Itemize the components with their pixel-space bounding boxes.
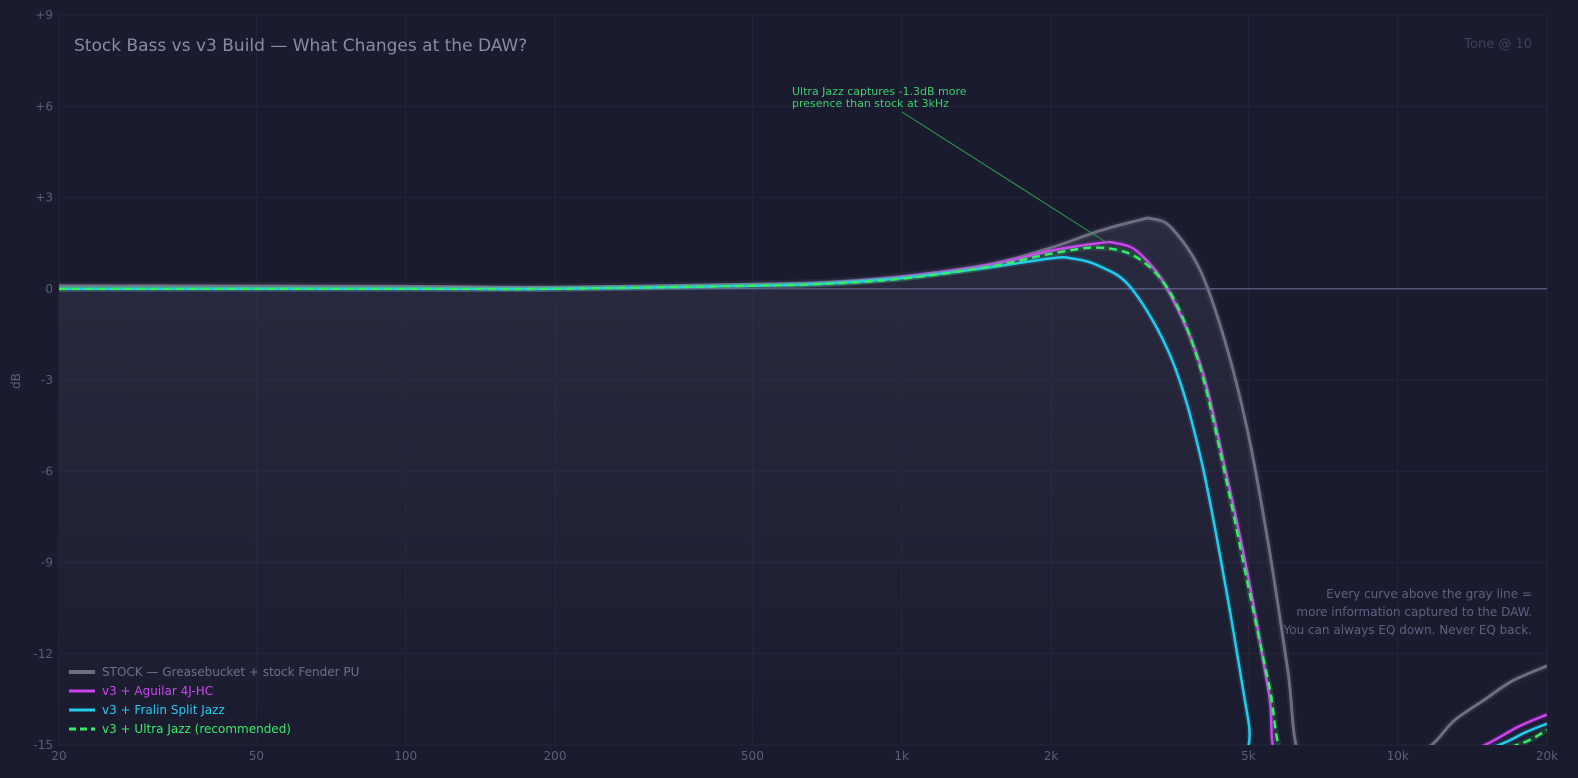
- y-tick-label: -9: [41, 556, 53, 570]
- annotation-text-line-2: presence than stock at 3kHz: [792, 97, 949, 110]
- x-tick-label: 5k: [1241, 749, 1256, 763]
- legend-entry-label: v3 + Ultra Jazz (recommended): [102, 722, 291, 736]
- corner-label: Tone @ 10: [1463, 37, 1532, 52]
- x-axis-ticks: 20 50 100 200 500 1k 2k 5k 10k 20k: [51, 749, 1558, 763]
- legend-entry-label: v3 + Fralin Split Jazz: [102, 703, 225, 717]
- chart-title: Stock Bass vs v3 Build — What Changes at…: [74, 36, 527, 56]
- x-tick-label: 1k: [894, 749, 909, 763]
- footnote-line-1: Every curve above the gray line =: [1326, 587, 1532, 601]
- stock-area: [59, 218, 1547, 745]
- y-axis-label: dB: [9, 373, 23, 389]
- x-tick-label: 50: [249, 749, 264, 763]
- y-axis-ticks: +9 +6 +3 0 -3 -6 -9 -12 -15: [33, 8, 53, 752]
- x-tick-label: 20: [51, 749, 66, 763]
- legend-entry-label: STOCK — Greasebucket + stock Fender PU: [102, 665, 359, 679]
- annotation-leader-line: [901, 111, 1108, 244]
- annotation-text-line-1: Ultra Jazz captures -1.3dB more: [792, 85, 967, 98]
- y-tick-label: +9: [35, 8, 53, 22]
- footnote-line-2: more information captured to the DAW.: [1296, 605, 1532, 619]
- legend: STOCK — Greasebucket + stock Fender PU v3…: [69, 665, 359, 736]
- footnote-line-3: You can always EQ down. Never EQ back.: [1282, 623, 1532, 637]
- series-line: [59, 256, 1547, 745]
- y-tick-label: 0: [45, 282, 53, 296]
- x-tick-label: 2k: [1044, 749, 1059, 763]
- stock-area-fill: [59, 218, 1547, 745]
- legend-entry-label: v3 + Aguilar 4J-HC: [102, 684, 213, 698]
- series-line: [59, 216, 1547, 745]
- y-tick-label: -3: [41, 373, 53, 387]
- x-tick-label: 500: [741, 749, 764, 763]
- y-tick-label: +3: [35, 191, 53, 205]
- y-tick-label: -6: [41, 464, 53, 478]
- x-tick-label: 10k: [1387, 749, 1409, 763]
- y-tick-label: +6: [35, 99, 53, 113]
- x-tick-label: 100: [394, 749, 417, 763]
- series-line: [59, 246, 1547, 745]
- x-tick-label: 200: [544, 749, 567, 763]
- y-tick-label: -12: [33, 647, 53, 661]
- series-lines: [59, 214, 1547, 745]
- y-tick-label: -15: [33, 738, 53, 752]
- x-tick-label: 20k: [1536, 749, 1558, 763]
